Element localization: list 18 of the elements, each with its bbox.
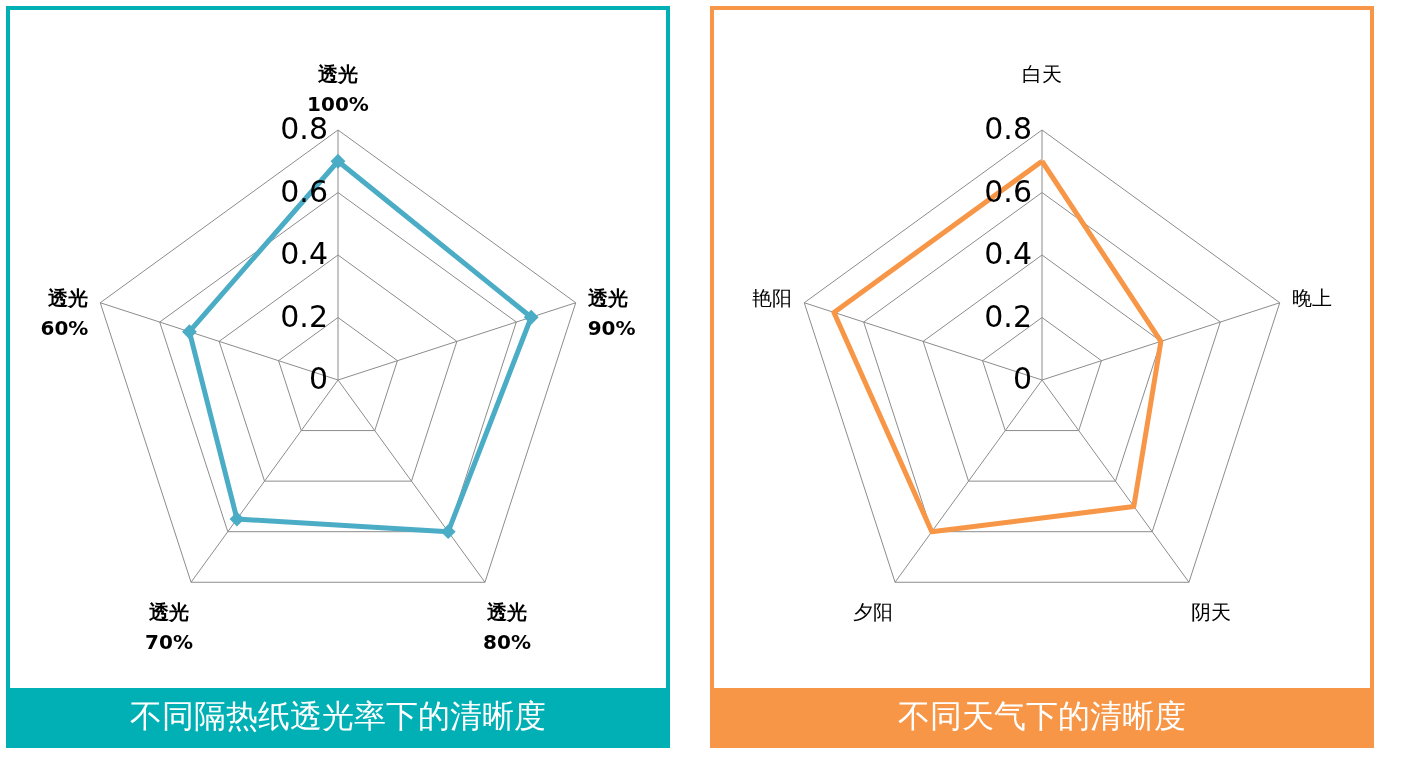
- spoke-label: 透光 60%: [40, 285, 89, 340]
- spoke-label: 艳阳: [752, 285, 793, 310]
- y-tick-label: 0.2: [984, 298, 1032, 334]
- spoke-label: 透光 80%: [483, 599, 531, 654]
- y-tick-label: 0: [308, 361, 328, 396]
- spoke-label: 白天: [1022, 62, 1062, 86]
- y-tick-label: 0.2: [280, 298, 328, 334]
- spoke-label: 阴天: [1190, 599, 1231, 624]
- text: 不同隔热纸透光率下的清晰度: [130, 697, 546, 735]
- text: 不同天气下的清晰度: [898, 697, 1186, 735]
- spoke-label: 透光 70%: [145, 599, 193, 654]
- y-tick-label: 0: [1012, 361, 1032, 396]
- y-tick-label: 0.8: [984, 111, 1032, 146]
- spoke-label: 晚上: [1291, 285, 1332, 310]
- y-tick-label: 0.4: [984, 236, 1032, 271]
- spoke-label: 透光 90%: [586, 285, 636, 340]
- y-tick-label: 0.4: [280, 236, 328, 271]
- spoke-label: 夕阳: [853, 599, 894, 624]
